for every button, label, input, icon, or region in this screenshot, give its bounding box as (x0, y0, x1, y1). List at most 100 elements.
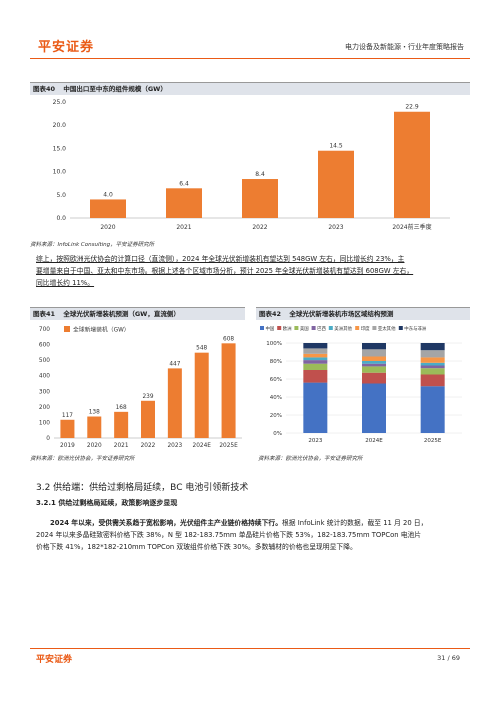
fig40-label: 图表40 (33, 85, 56, 93)
y-tick-label: 20.0 (53, 122, 67, 129)
bar (87, 416, 102, 438)
x-tick-label: 2024E (193, 443, 212, 449)
data-label: 239 (142, 394, 153, 400)
y-tick-label: 25.0 (53, 99, 67, 106)
bar (167, 368, 182, 438)
header-divider (30, 58, 470, 59)
x-tick-label: 2023 (328, 224, 343, 231)
fig42-source: 资料来源：欧洲光伏协会，平安证券研究所 (258, 456, 363, 462)
bar (166, 188, 202, 218)
fig40-header: 图表40 中国出口至中东的组件规模（GW） (30, 82, 470, 95)
stacked-bar-segment (303, 348, 328, 354)
stacked-bar-segment (420, 386, 445, 433)
bar (242, 179, 278, 218)
x-tick-label: 2022 (141, 443, 156, 449)
supply-line-2: 2024 年以来多晶硅致密料价格下跌 38%，N 型 182-183.75mm … (36, 531, 422, 539)
stacked-bar-segment (362, 383, 386, 433)
y-tick-label: 0% (273, 431, 282, 437)
x-tick-label: 2023 (167, 443, 182, 449)
legend-swatch (372, 326, 377, 330)
stacked-bar-segment (303, 370, 328, 383)
y-tick-label: 0.0 (56, 215, 66, 222)
y-tick-label: 15.0 (53, 145, 67, 152)
data-label: 608 (223, 336, 234, 342)
data-label: 4.0 (103, 191, 113, 198)
stacked-bar-segment (420, 368, 445, 375)
supply-paragraph: 2024 年以来，受供需关系趋于宽松影响，光伏组件主产业链价格持续下行。根据 I… (36, 517, 476, 553)
stacked-bar-segment (362, 343, 386, 350)
fig40-source: 资料来源：InfoLink Consulting，平安证券研究所 (30, 242, 155, 248)
legend-label: 亚太其他 (378, 325, 396, 332)
legend-swatch (64, 326, 70, 332)
data-label: 117 (62, 413, 73, 419)
footer-logo: 平安证券 (36, 655, 73, 665)
legend-swatch (328, 326, 333, 330)
y-tick-label: 10.0 (53, 169, 67, 176)
stacked-bar-segment (303, 382, 328, 433)
bar (141, 400, 155, 438)
data-label: 8.4 (255, 171, 265, 178)
footer-divider (30, 648, 470, 649)
stacked-bar-segment (362, 349, 386, 357)
fig42-chart: 0% 20% 40% 60% 80% 100% 中国 欧洲 美国 巴西 美洲其他 印度 亚太其他 中东与非… (260, 325, 462, 444)
section-title: 3.2 供给端：供给过剩格局延续，BC 电池引领新技术 (36, 483, 249, 493)
fig40-chart: 0.0 5.0 10.0 15.0 20.0 25.0 4.0 2020 6.4 2021 8.4 2… (53, 99, 450, 231)
x-tick-label: 2020 (87, 443, 102, 449)
legend-label: 中国 (266, 325, 275, 332)
fig42-header: 图表42 全球光伏新增装机市场区域结构预测 (256, 307, 470, 320)
legend-swatch (311, 326, 316, 330)
legend-label: 美国 (300, 325, 309, 332)
supply-line-1: 根据 InfoLink 统计的数据，截至 11 月 20 日， (282, 519, 428, 527)
stacked-bar-segment (362, 372, 386, 384)
stacked-bar-segment (420, 357, 445, 363)
supply-line-3: 价格下跌 41%，182*182-210mm TOPCon 双玻组件价格下跌 3… (36, 543, 357, 551)
legend-label: 巴西 (317, 326, 326, 332)
stacked-bar-segment (303, 343, 328, 349)
bar (221, 343, 236, 438)
y-tick-label: 5.0 (56, 192, 66, 199)
x-tick-label: 2019 (60, 443, 75, 449)
legend-swatch (294, 326, 299, 330)
stacked-bar-segment (303, 360, 328, 364)
legend-swatch (277, 326, 282, 330)
data-label: 22.9 (405, 104, 419, 111)
brand-logo: 平安证券 (38, 40, 95, 55)
bar (90, 199, 126, 218)
y-tick-label: 0 (46, 436, 50, 442)
x-tick-label: 2022 (252, 224, 267, 231)
x-tick-label: 2025E (219, 443, 238, 449)
legend-swatch (260, 326, 264, 330)
y-tick-label: 600 (39, 343, 50, 349)
data-label: 138 (89, 410, 100, 416)
y-tick-label: 300 (39, 389, 50, 395)
fig41-title: 全球光伏新增装机预测（GW，直流侧） (63, 310, 180, 318)
legend-label: 印度 (361, 325, 370, 332)
x-tick-label: 2021 (114, 443, 129, 449)
y-tick-label: 100 (39, 420, 50, 426)
y-tick-label: 400 (39, 374, 50, 380)
y-tick-label: 40% (270, 395, 282, 401)
y-tick-label: 700 (39, 327, 50, 333)
legend-swatch (398, 326, 403, 330)
fig40-title: 中国出口至中东的组件规模（GW） (63, 85, 167, 93)
stacked-bar-segment (420, 362, 445, 366)
y-tick-label: 200 (39, 405, 50, 411)
stacked-bar-segment (303, 353, 328, 358)
fig41-source: 资料来源：欧洲光伏协会，平安证券研究所 (30, 456, 135, 462)
fig41-chart: 0 100 200 300 400 500 600 700 全球新增装机（GW） 117 2019 1… (39, 326, 242, 449)
x-tick-label: 2024前三季度 (392, 223, 431, 231)
stacked-bar-segment (420, 365, 445, 369)
legend-label: 欧洲 (283, 325, 292, 332)
bar (194, 352, 209, 438)
summary-paragraph: 综上，按照欧洲光伏协会的计算口径（直流侧），2024 年全球光伏新增装机有望达到… (36, 253, 476, 289)
data-label: 168 (116, 405, 127, 411)
stacked-bar-segment (362, 356, 386, 361)
bar (318, 150, 354, 218)
data-label: 548 (196, 346, 207, 352)
supply-lead-sentence: 2024 年以来，受供需关系趋于宽松影响，光伏组件主产业链价格持续下行。 (50, 519, 282, 527)
summary-line-2: 要增量来自于中国、亚太和中东市场。根据上述各个区域市场分析，预计 2025 年全… (36, 267, 414, 275)
y-tick-label: 500 (39, 358, 50, 364)
x-tick-label: 2020 (100, 224, 115, 231)
y-tick-label: 80% (270, 359, 282, 365)
x-tick-label: 2025E (424, 438, 442, 444)
